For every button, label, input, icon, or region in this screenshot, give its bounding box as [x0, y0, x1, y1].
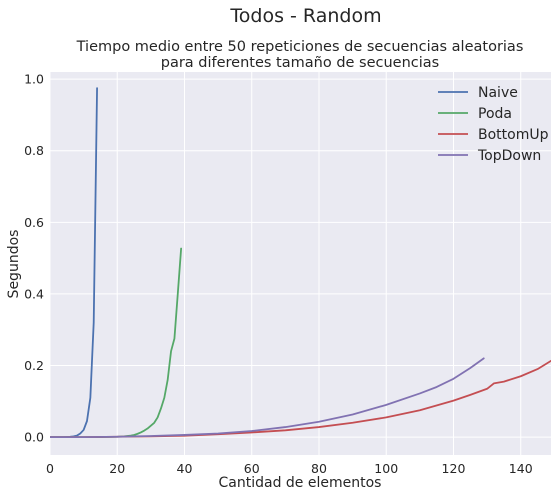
chart-title-line-1: Tiempo medio entre 50 repeticiones de se…: [76, 39, 524, 55]
x-tick-label: 40: [177, 461, 193, 476]
x-tick-label: 80: [311, 461, 327, 476]
plot-area: [50, 72, 551, 455]
x-axis-label: Cantidad de elementos: [219, 475, 382, 491]
x-tick-label: 60: [244, 461, 260, 476]
legend-label-poda: Poda: [478, 106, 512, 122]
x-tick-label: 20: [109, 461, 125, 476]
series-layer: [50, 87, 551, 439]
y-tick-label: 0.0: [24, 430, 44, 445]
y-tick-label: 0.4: [24, 286, 44, 301]
series-line-topdown: [50, 357, 485, 439]
figure-suptitle: Todos - Random: [229, 5, 381, 27]
tick-labels: 0 20 40 60 80 100 120 140 0.0 0.2 0.4 0.6 0.8 1.0: [24, 72, 533, 476]
y-axis-label: Segundos: [6, 230, 22, 299]
legend: Naive Poda BottomUp TopDown: [438, 85, 549, 164]
y-tick-label: 0.6: [24, 215, 44, 230]
legend-label-topdown: TopDown: [477, 148, 541, 164]
legend-label-bottomup: BottomUp: [478, 127, 549, 143]
chart-title-line-2: para diferentes tamaño de secuencias: [161, 55, 440, 71]
x-tick-label: 0: [46, 461, 54, 476]
x-tick-label: 120: [442, 461, 466, 476]
legend-label-naive: Naive: [478, 85, 518, 101]
x-tick-label: 140: [509, 461, 533, 476]
x-tick-label: 100: [374, 461, 398, 476]
y-tick-label: 0.2: [24, 358, 44, 373]
grid-lines: [49, 72, 551, 455]
y-tick-label: 1.0: [24, 72, 44, 87]
y-tick-label: 0.8: [24, 143, 44, 158]
